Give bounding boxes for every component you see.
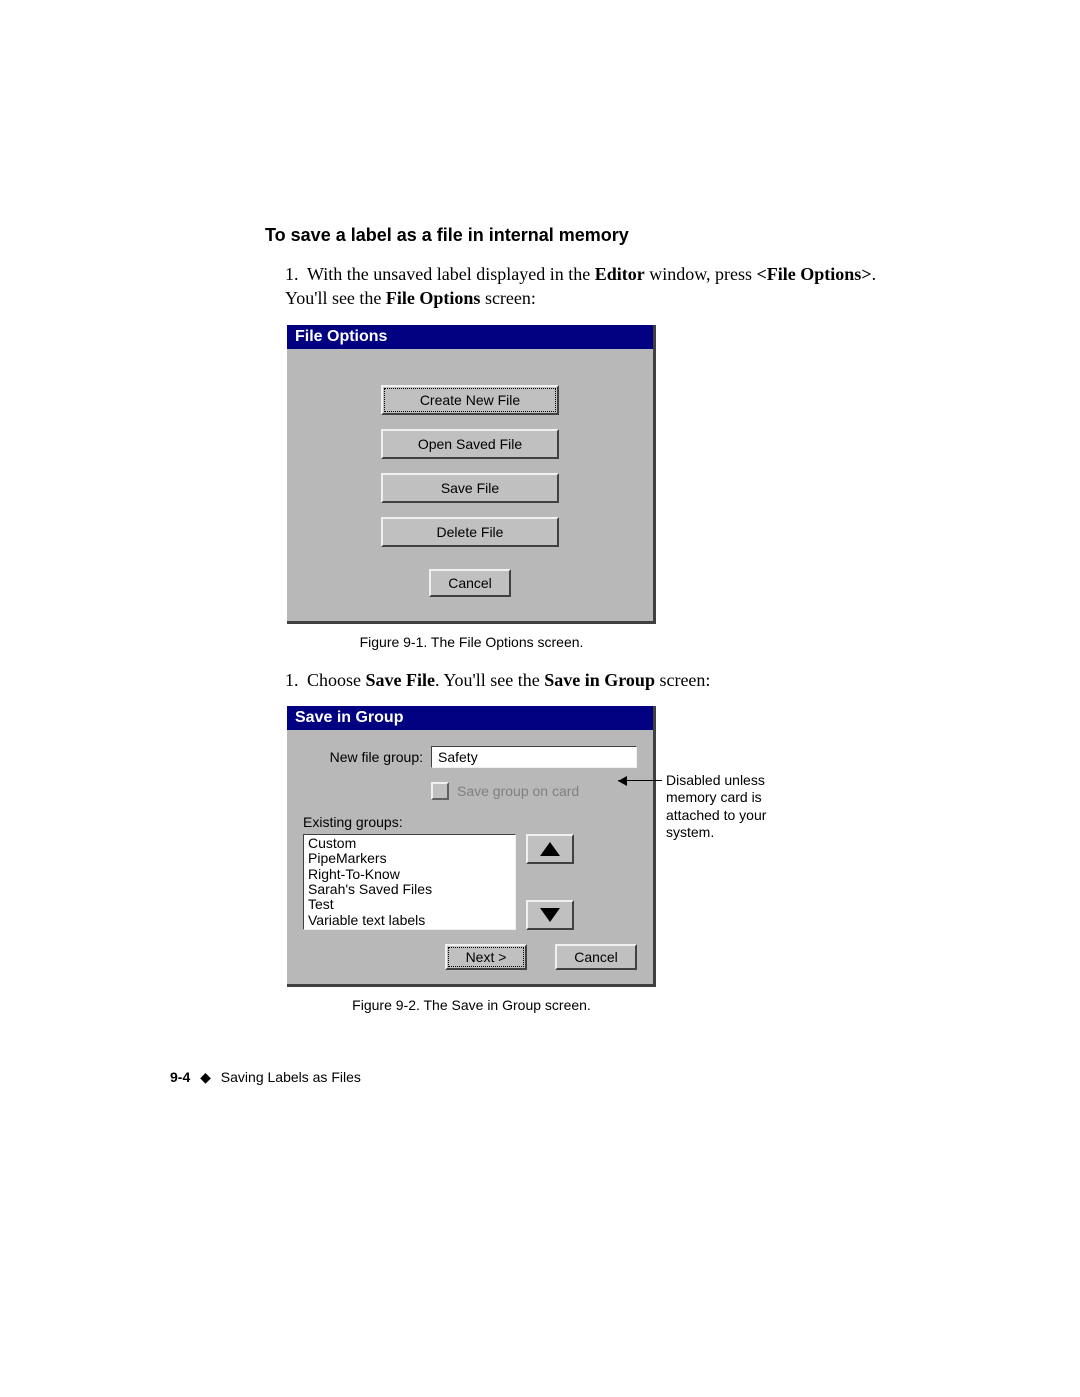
chapter-title: Saving Labels as Files: [221, 1069, 361, 1085]
triangle-up-icon: [540, 842, 560, 856]
step-2-bold-savefile: Save File: [366, 670, 436, 690]
save-in-group-titlebar: Save in Group: [287, 706, 653, 730]
save-on-card-checkbox[interactable]: [431, 782, 449, 800]
callout-text: Disabled unless memory card is attached …: [666, 772, 766, 841]
list-item[interactable]: Right-To-Know: [308, 867, 511, 882]
figure-9-2-caption: Figure 9-2. The Save in Group screen.: [287, 997, 656, 1013]
step-2: 1.Choose Save File. You'll see the Save …: [285, 668, 880, 692]
open-saved-file-button[interactable]: Open Saved File: [381, 429, 559, 459]
diamond-icon: ◆: [200, 1069, 211, 1085]
step-2-text-c: screen:: [655, 670, 710, 690]
existing-groups-listbox[interactable]: Custom PipeMarkers Right-To-Know Sarah's…: [303, 834, 516, 930]
file-options-titlebar: File Options: [287, 325, 653, 349]
save-in-group-cancel-button[interactable]: Cancel: [555, 944, 637, 970]
step-1-text-a: With the unsaved label displayed in the: [307, 264, 595, 284]
existing-groups-label: Existing groups:: [303, 814, 637, 830]
step-1-text-b: window, press: [645, 264, 757, 284]
new-file-group-input[interactable]: Safety: [431, 746, 637, 768]
list-item[interactable]: Test: [308, 897, 511, 912]
step-1-bold-fileoptions: File Options: [386, 288, 481, 308]
list-item[interactable]: PipeMarkers: [308, 851, 511, 866]
scroll-down-button[interactable]: [526, 900, 574, 930]
step-2-text-a: Choose: [307, 670, 366, 690]
save-file-button[interactable]: Save File: [381, 473, 559, 503]
page-number: 9-4: [170, 1069, 190, 1085]
new-file-group-label: New file group:: [303, 749, 423, 765]
step-1-bold-fileoptions-key: <File Options>: [757, 264, 872, 284]
step-2-number: 1.: [285, 668, 307, 692]
save-in-group-dialog: Save in Group New file group: Safety Sav…: [287, 706, 656, 987]
delete-file-button[interactable]: Delete File: [381, 517, 559, 547]
triangle-down-icon: [540, 908, 560, 922]
step-1-text-d: screen:: [480, 288, 535, 308]
step-1: 1.With the unsaved label displayed in th…: [285, 262, 880, 311]
create-new-file-button[interactable]: Create New File: [381, 385, 559, 415]
step-2-bold-saveingroup: Save in Group: [544, 670, 655, 690]
next-button[interactable]: Next >: [445, 944, 527, 970]
file-options-cancel-button[interactable]: Cancel: [429, 569, 511, 597]
list-item[interactable]: Sarah's Saved Files: [308, 882, 511, 897]
save-on-card-label: Save group on card: [457, 783, 579, 799]
list-item[interactable]: Variable text labels: [308, 913, 511, 928]
page-footer: 9-4 ◆ Saving Labels as Files: [170, 1069, 880, 1086]
scroll-up-button[interactable]: [526, 834, 574, 864]
figure-9-1-caption: Figure 9-1. The File Options screen.: [287, 634, 656, 650]
step-1-number: 1.: [285, 262, 307, 286]
step-2-text-b: . You'll see the: [435, 670, 544, 690]
callout-arrow-icon: [618, 776, 627, 786]
section-heading: To save a label as a file in internal me…: [265, 225, 880, 246]
callout-note: Disabled unless memory card is attached …: [666, 772, 806, 842]
step-1-bold-editor: Editor: [595, 264, 645, 284]
file-options-dialog: File Options Create New File Open Saved …: [287, 325, 656, 624]
list-item[interactable]: Custom: [308, 836, 511, 851]
